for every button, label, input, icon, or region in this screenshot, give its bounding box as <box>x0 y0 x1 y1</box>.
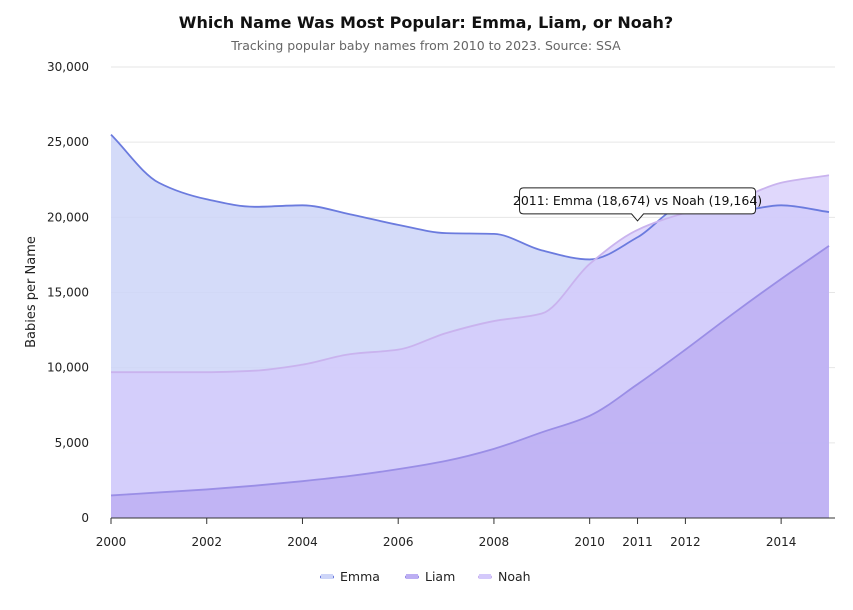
x-tick-label: 2011 <box>622 535 653 549</box>
legend-item-noah[interactable]: Noah <box>478 569 531 584</box>
y-tick-label: 5,000 <box>55 436 89 450</box>
legend-swatch-fill <box>406 574 418 579</box>
series-line-liam <box>110 245 830 497</box>
x-tick-label: 2000 <box>96 535 127 549</box>
y-tick-label: 30,000 <box>47 60 89 74</box>
chart-subtitle: Tracking popular baby names from 2010 to… <box>230 38 621 53</box>
x-tick-label: 2008 <box>479 535 510 549</box>
legend: Emma Liam Noah <box>320 569 531 584</box>
y-tick-label: 15,000 <box>47 286 89 300</box>
legend-label: Liam <box>425 569 455 584</box>
y-tick-label: 10,000 <box>47 361 89 375</box>
y-tick-label: 0 <box>81 511 89 525</box>
x-tick-labels: 2000 2002 2004 2006 2008 2010 2011 2012 2014 <box>96 518 797 549</box>
x-tick-label: 2002 <box>191 535 222 549</box>
legend-swatch-fill <box>321 574 333 579</box>
x-tick-label: 2004 <box>287 535 318 549</box>
y-tick-label: 20,000 <box>47 210 89 224</box>
chart-title: Which Name Was Most Popular: Emma, Liam,… <box>179 13 673 32</box>
legend-item-emma[interactable]: Emma <box>320 569 380 584</box>
legend-item-liam[interactable]: Liam <box>405 569 455 584</box>
x-tick-label: 2014 <box>766 535 797 549</box>
x-tick-label: 2012 <box>670 535 701 549</box>
tooltip-text: 2011: Emma (18,674) vs Noah (19,164) <box>513 193 762 208</box>
y-axis-label: Babies per Name <box>24 236 39 348</box>
y-tick-labels: 0 5,000 10,000 15,000 20,000 25,000 30,000 <box>47 60 89 525</box>
y-tick-label: 25,000 <box>47 135 89 149</box>
legend-swatch-fill <box>479 574 491 579</box>
tooltip-box <box>519 187 757 222</box>
legend-label: Noah <box>498 569 531 584</box>
x-tick-label: 2010 <box>574 535 605 549</box>
x-tick-label: 2006 <box>383 535 414 549</box>
series-area-liam <box>111 245 829 518</box>
legend-label: Emma <box>340 569 380 584</box>
tooltip: 2011: Emma (18,674) vs Noah (19,164) <box>513 187 762 222</box>
